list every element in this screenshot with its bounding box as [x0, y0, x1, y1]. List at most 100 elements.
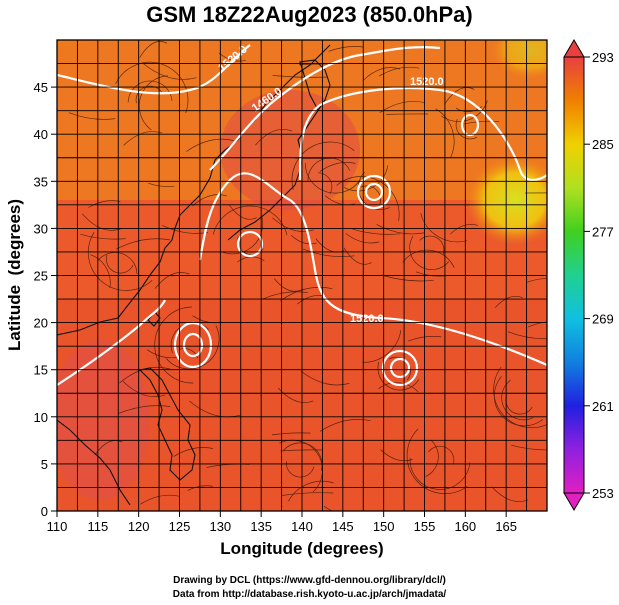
x-tick-label: 125: [169, 519, 191, 534]
y-axis-label: Latitude (degrees): [5, 199, 24, 351]
streamline: [378, 382, 419, 393]
streamline: [94, 440, 123, 456]
y-tick-label: 20: [34, 316, 48, 331]
streamline: [302, 248, 355, 257]
streamline: [143, 63, 197, 80]
streamline: [323, 506, 333, 511]
streamline: [90, 254, 111, 289]
streamline: [345, 233, 380, 244]
y-tick-label: 5: [41, 457, 48, 472]
streamline: [271, 432, 311, 436]
y-tick-label: 40: [34, 127, 48, 142]
streamline: [189, 400, 241, 418]
streamline: [344, 165, 389, 192]
colorbar-tick-label: 277: [592, 224, 614, 239]
streamline: [192, 194, 227, 207]
contour-label: 1520.0: [410, 76, 444, 88]
x-tick-label: 140: [291, 519, 313, 534]
streamline: [493, 366, 547, 429]
y-tick-label: 30: [34, 221, 48, 236]
x-tick-label: 115: [87, 519, 108, 534]
colorbar-tick-label: 269: [592, 312, 614, 327]
streamline: [68, 112, 116, 120]
lat-lon-grid: [56, 39, 548, 512]
colorbar-tick-label: 293: [592, 50, 614, 65]
chart-title: GSM 18Z22Aug2023 (850.0hPa): [146, 2, 473, 27]
colorbar-bottom-arrow: [563, 492, 585, 511]
streamline: [428, 445, 455, 465]
streamline: [300, 370, 350, 386]
streamline: [88, 200, 121, 208]
streamline: [280, 286, 333, 301]
streamline: [115, 61, 189, 114]
streamline: [320, 419, 371, 432]
contour-label: 1520.0: [350, 313, 384, 325]
streamline: [255, 128, 293, 146]
streamline: [140, 494, 179, 505]
x-tick-label: 130: [209, 519, 231, 534]
streamline: [272, 217, 314, 232]
x-axis: 110 115 120 125 130 135 140 145 150 155 160 165: [47, 511, 517, 534]
y-axis: 0 5 10 15 20 25 30 35 40 45: [34, 80, 57, 519]
streamline: [381, 274, 434, 282]
streamline: [286, 461, 315, 478]
streamline: [291, 141, 355, 190]
x-tick-label: 150: [373, 519, 395, 534]
credit-data: Data from http://database.rish.kyoto-u.a…: [172, 589, 447, 600]
streamline: [501, 379, 534, 421]
streamline: [455, 119, 478, 140]
streamline: [262, 291, 308, 300]
streamline: [229, 204, 257, 220]
streamline: [511, 444, 547, 451]
x-tick-label: 120: [128, 519, 150, 534]
streamline: [304, 163, 361, 194]
streamline: [87, 232, 153, 291]
streamline: [122, 380, 166, 398]
colorbar-top-arrow: [563, 39, 585, 58]
colorbar: 253 261 269 277 285 293: [563, 39, 614, 511]
streamline: [362, 67, 401, 81]
streamline: [118, 405, 171, 414]
y-tick-label: 0: [41, 504, 48, 519]
streamline: [288, 480, 334, 502]
streamline: [139, 41, 168, 58]
height-contours: [57, 44, 547, 387]
x-tick-label: 145: [332, 519, 354, 534]
coastlines: [57, 44, 331, 506]
streamline: [80, 233, 126, 240]
streamline: [165, 325, 220, 370]
streamline: [491, 486, 529, 502]
streamline: [358, 171, 390, 210]
streamline: [317, 172, 333, 195]
streamline: [360, 185, 381, 205]
streamline: [435, 108, 455, 158]
streamline: [186, 138, 234, 152]
y-tick-label: 45: [34, 80, 48, 95]
streamline: [319, 162, 356, 172]
x-tick-label: 160: [454, 519, 476, 534]
credit-drawing: Drawing by DCL (https://www.gfd-dennou.o…: [173, 575, 446, 586]
y-tick-label: 15: [34, 363, 48, 378]
streamline: [378, 66, 420, 77]
streamline: [315, 238, 345, 253]
streamline: [463, 120, 500, 125]
x-tick-label: 165: [495, 519, 517, 534]
streamline: [173, 447, 214, 457]
streamline: [146, 349, 180, 359]
streamline: [376, 224, 425, 235]
streamline: [324, 195, 355, 206]
streamline: [528, 321, 547, 328]
x-tick-label: 110: [47, 519, 68, 534]
y-tick-label: 10: [34, 410, 48, 425]
streamline: [406, 428, 468, 494]
colorbar-tick-label: 285: [592, 137, 614, 152]
streamline: [507, 331, 547, 340]
colorbar-scale: [563, 56, 585, 494]
streamline: [220, 216, 264, 255]
streamline: [450, 223, 479, 235]
x-tick-label: 135: [250, 519, 272, 534]
streamline: [409, 457, 471, 490]
streamline: [494, 295, 523, 308]
streamline: [527, 278, 547, 283]
